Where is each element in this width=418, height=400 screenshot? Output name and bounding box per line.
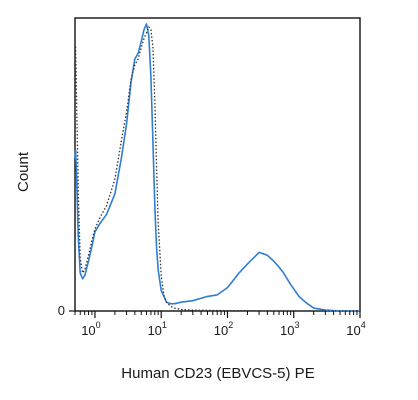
x-tick-label: 101 xyxy=(147,320,166,338)
plot-frame xyxy=(74,17,361,312)
series-line-solid xyxy=(74,23,360,312)
y-axis-ticks: 0 xyxy=(58,303,75,318)
x-tick-label: 103 xyxy=(280,320,299,338)
series-line-dotted xyxy=(74,26,360,312)
y-tick-label: 0 xyxy=(58,303,65,318)
x-axis-ticks: 100 101 102 103 104 xyxy=(74,311,366,338)
series-layer xyxy=(74,23,360,312)
y-axis-title: Count xyxy=(15,151,32,192)
x-tick-label: 104 xyxy=(346,320,365,338)
plot-border xyxy=(74,17,361,312)
x-tick-label: 100 xyxy=(81,320,100,338)
x-tick-label: 102 xyxy=(214,320,233,338)
x-axis-title: Human CD23 (EBVCS-5) PE xyxy=(121,365,314,382)
